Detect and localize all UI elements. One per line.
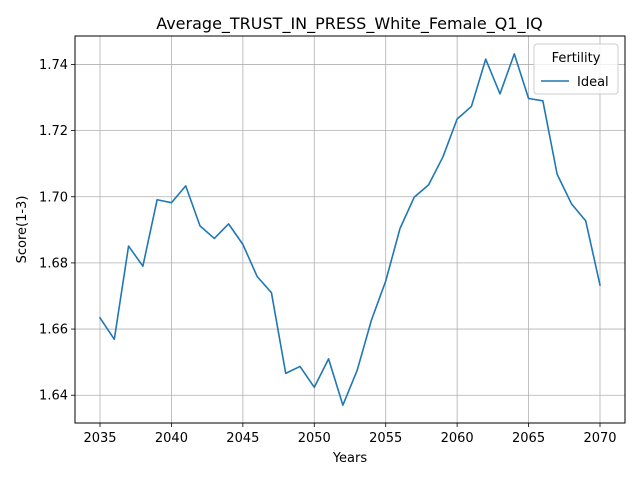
series-layer [98, 53, 601, 406]
y-tick-label: 1.68 [39, 256, 68, 271]
x-tick-label: 2070 [583, 431, 616, 446]
legend-title: Fertility [552, 51, 601, 66]
chart-title: Average_TRUST_IN_PRESS_White_Female_Q1_I… [156, 14, 543, 34]
x-tick-label: 2055 [369, 431, 402, 446]
series-line-ideal [98, 53, 601, 406]
x-tick-label: 2065 [512, 431, 545, 446]
tick-layer: 2035 2040 2045 2050 2055 2060 2065 2070 1.64 1.66… [39, 58, 617, 446]
y-tick-label: 1.66 [39, 323, 68, 338]
y-tick-label: 1.70 [39, 190, 68, 205]
x-axis-label: Years [332, 451, 368, 466]
y-axis-label: Score(1-3) [15, 196, 30, 264]
x-tick-label: 2035 [83, 431, 116, 446]
x-tick-label: 2040 [155, 431, 188, 446]
legend-entry-ideal: Ideal [577, 75, 609, 90]
grid-layer [75, 36, 625, 423]
x-tick-label: 2050 [298, 431, 331, 446]
x-tick-label: 2045 [226, 431, 259, 446]
y-tick-label: 1.74 [39, 58, 68, 73]
plot-area-frame [74, 35, 626, 424]
legend: Fertility Ideal [533, 43, 619, 95]
y-tick-label: 1.64 [39, 389, 68, 404]
y-tick-label: 1.72 [39, 124, 68, 139]
x-tick-label: 2060 [441, 431, 474, 446]
